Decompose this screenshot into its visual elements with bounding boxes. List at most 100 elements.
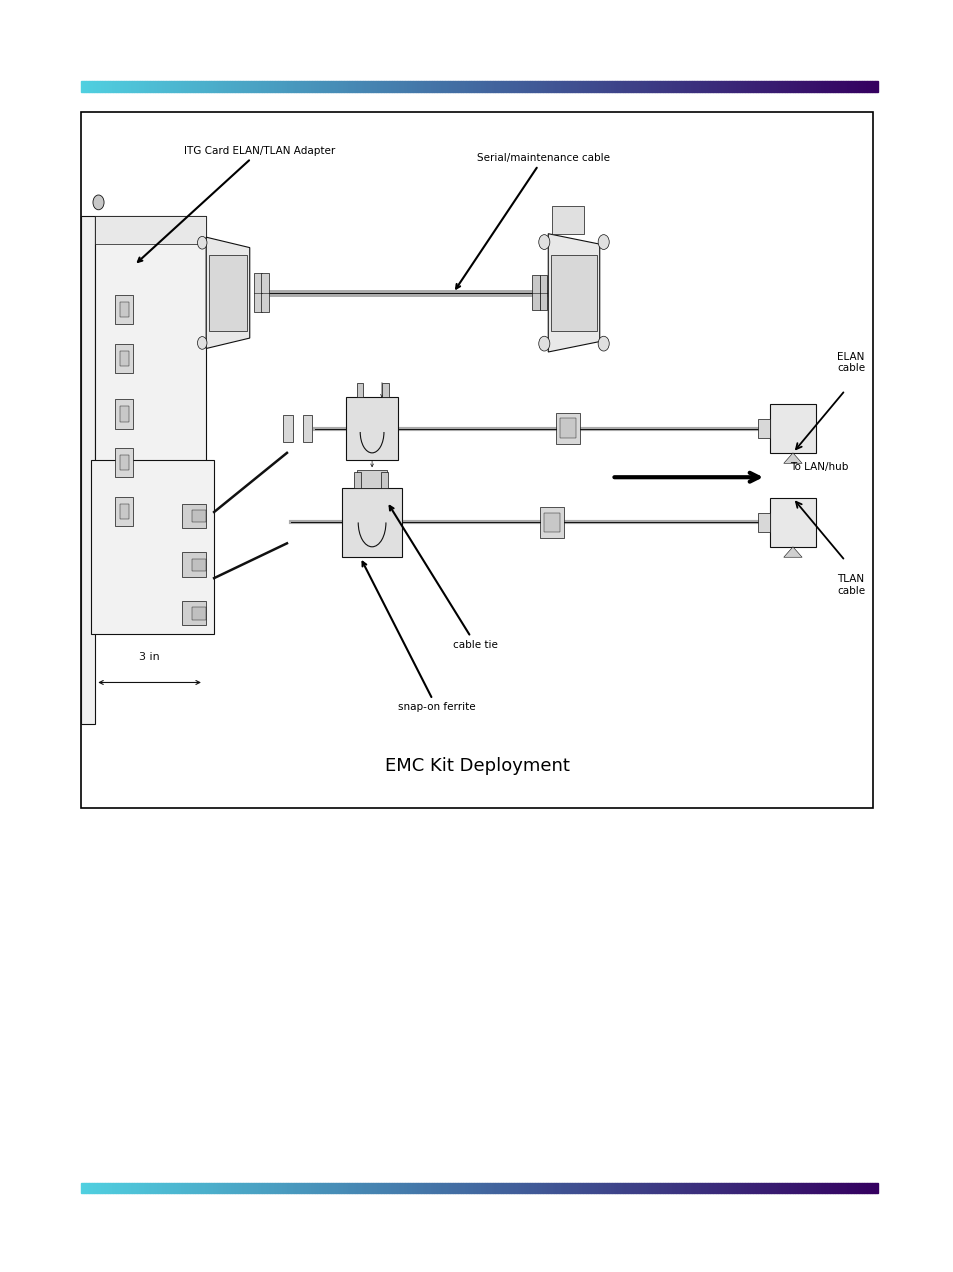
Bar <box>749 81 752 92</box>
Bar <box>307 1183 309 1193</box>
Bar <box>216 81 219 92</box>
Bar <box>203 1183 206 1193</box>
Bar <box>720 81 723 92</box>
Bar <box>325 81 328 92</box>
Bar <box>182 81 185 92</box>
Bar <box>596 81 598 92</box>
Bar <box>826 81 829 92</box>
Bar <box>762 1183 765 1193</box>
Bar <box>667 81 670 92</box>
Bar <box>490 1183 492 1193</box>
Bar <box>173 81 176 92</box>
Bar <box>160 81 163 92</box>
Bar <box>527 81 529 92</box>
Bar <box>325 1183 328 1193</box>
Bar <box>407 81 410 92</box>
Bar <box>368 1183 370 1193</box>
Bar <box>728 1183 731 1193</box>
Bar <box>346 1183 349 1193</box>
Bar <box>575 1183 577 1193</box>
Bar <box>158 81 160 92</box>
Bar <box>710 1183 712 1193</box>
Bar <box>649 81 651 92</box>
Bar <box>283 1183 285 1193</box>
Bar <box>373 1183 375 1193</box>
Bar <box>768 1183 771 1193</box>
Bar <box>649 1183 651 1193</box>
Bar <box>182 552 206 576</box>
Bar <box>301 81 304 92</box>
Bar <box>487 1183 490 1193</box>
Bar <box>211 1183 213 1193</box>
Bar <box>253 81 256 92</box>
Bar <box>341 81 344 92</box>
Bar <box>84 81 87 92</box>
Bar <box>320 1183 322 1193</box>
Bar <box>518 81 521 92</box>
Bar <box>805 1183 808 1193</box>
Bar <box>383 81 386 92</box>
Bar <box>683 1183 686 1193</box>
Bar <box>91 81 94 92</box>
Bar <box>115 399 132 429</box>
Bar <box>219 81 222 92</box>
Bar <box>132 81 134 92</box>
Bar <box>614 1183 617 1193</box>
Bar <box>845 1183 847 1193</box>
Bar <box>739 81 741 92</box>
Bar <box>816 81 819 92</box>
Bar <box>559 418 576 439</box>
Bar <box>503 81 505 92</box>
Bar <box>328 81 331 92</box>
Bar <box>89 81 91 92</box>
Bar <box>413 81 416 92</box>
Bar <box>416 81 417 92</box>
Bar <box>240 81 243 92</box>
Bar <box>492 81 495 92</box>
Bar <box>720 1183 723 1193</box>
Bar <box>81 216 95 724</box>
Bar <box>457 1183 460 1193</box>
Bar <box>566 81 569 92</box>
Bar <box>617 1183 619 1193</box>
Bar <box>532 276 539 310</box>
Bar <box>540 1183 542 1193</box>
Bar <box>460 81 463 92</box>
Bar <box>859 81 861 92</box>
Bar <box>251 81 253 92</box>
Bar <box>272 1183 274 1193</box>
Bar <box>819 81 821 92</box>
Bar <box>203 81 206 92</box>
Bar <box>322 1183 325 1193</box>
Bar <box>813 81 816 92</box>
Bar <box>375 1183 378 1193</box>
Bar <box>747 1183 749 1193</box>
Bar <box>654 81 657 92</box>
Bar <box>172 1183 173 1193</box>
Bar <box>166 1183 169 1193</box>
Bar <box>139 1183 142 1193</box>
Bar <box>792 1183 795 1193</box>
Bar <box>455 1183 457 1193</box>
Bar <box>172 81 173 92</box>
Bar <box>670 1183 673 1193</box>
Bar <box>805 81 808 92</box>
Bar <box>603 81 606 92</box>
Bar <box>436 1183 439 1193</box>
Bar <box>389 81 392 92</box>
Bar <box>728 81 731 92</box>
Bar <box>535 1183 537 1193</box>
Bar <box>355 81 356 92</box>
Bar <box>697 1183 700 1193</box>
Bar <box>309 1183 312 1193</box>
Bar <box>686 1183 688 1193</box>
Bar <box>829 81 832 92</box>
Bar <box>410 81 413 92</box>
Bar <box>707 1183 710 1193</box>
Bar <box>148 1183 150 1193</box>
Bar <box>126 1183 129 1193</box>
Bar <box>431 81 434 92</box>
Bar <box>786 1183 789 1193</box>
Bar <box>206 81 209 92</box>
Bar <box>701 1183 704 1193</box>
